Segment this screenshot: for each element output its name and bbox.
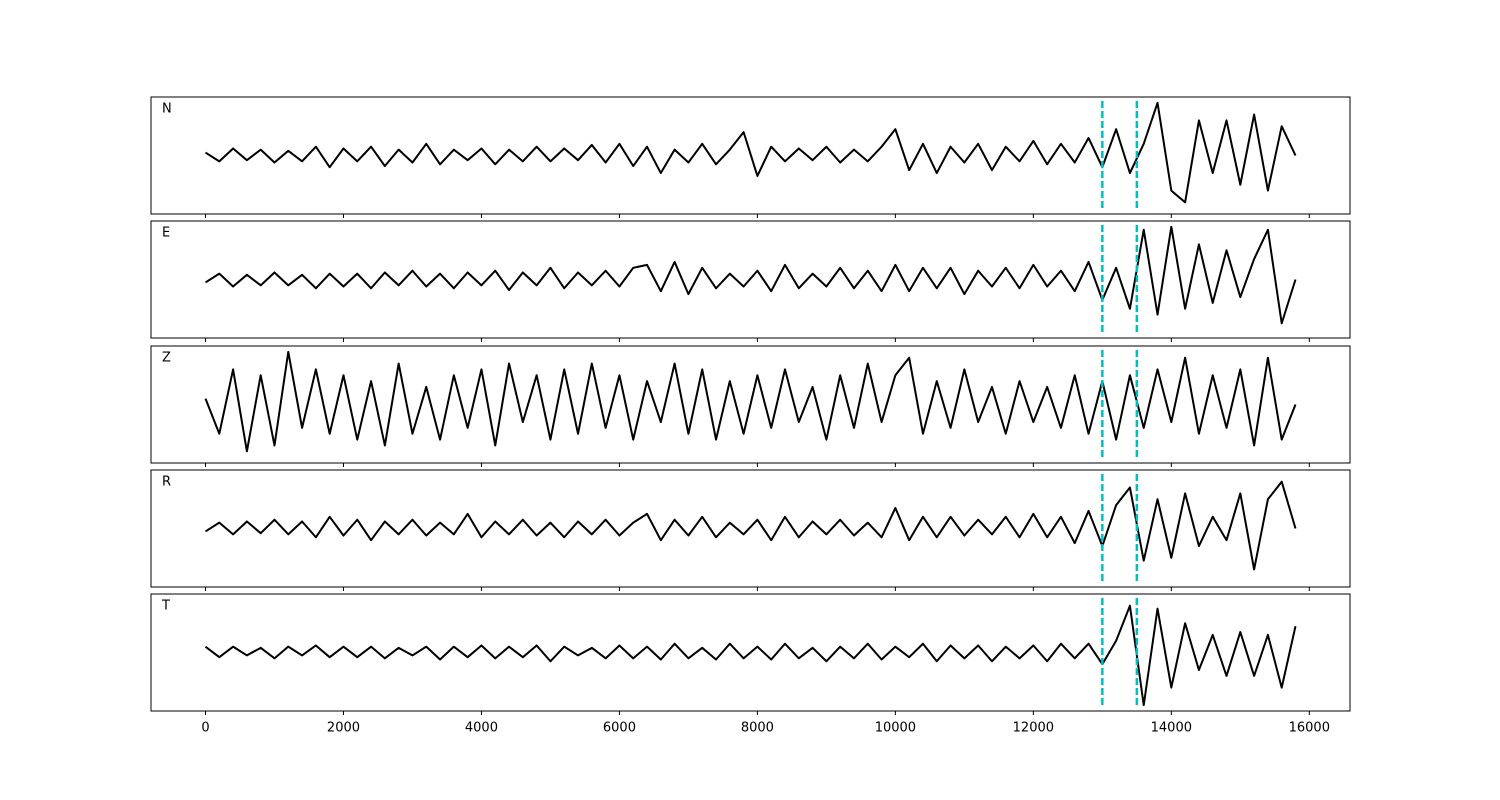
panel-label: Z [162, 351, 171, 366]
x-tick-label: 12000 [1013, 721, 1054, 736]
trace [204, 480, 1297, 571]
trace [204, 225, 1297, 325]
panel-label: E [162, 226, 170, 241]
panel-frame [150, 345, 1351, 464]
x-tick-label: 8000 [741, 721, 774, 736]
x-tick-label: 14000 [1151, 721, 1192, 736]
x-tick-label: 10000 [875, 721, 916, 736]
panel-frame [150, 96, 1351, 215]
trace [204, 604, 1297, 707]
x-tick-label: 4000 [465, 721, 498, 736]
panel-frame [150, 469, 1351, 588]
panel-frame [150, 593, 1351, 712]
panel-label: R [162, 475, 171, 490]
x-tick-label: 0 [201, 721, 209, 736]
panel-label: T [161, 599, 170, 614]
x-tick-label: 6000 [603, 721, 636, 736]
panel-label: N [162, 102, 172, 117]
x-tick-label: 16000 [1289, 721, 1330, 736]
panel-frame [150, 220, 1351, 339]
x-tick-label: 2000 [327, 721, 360, 736]
trace [204, 350, 1297, 453]
trace [204, 101, 1297, 204]
